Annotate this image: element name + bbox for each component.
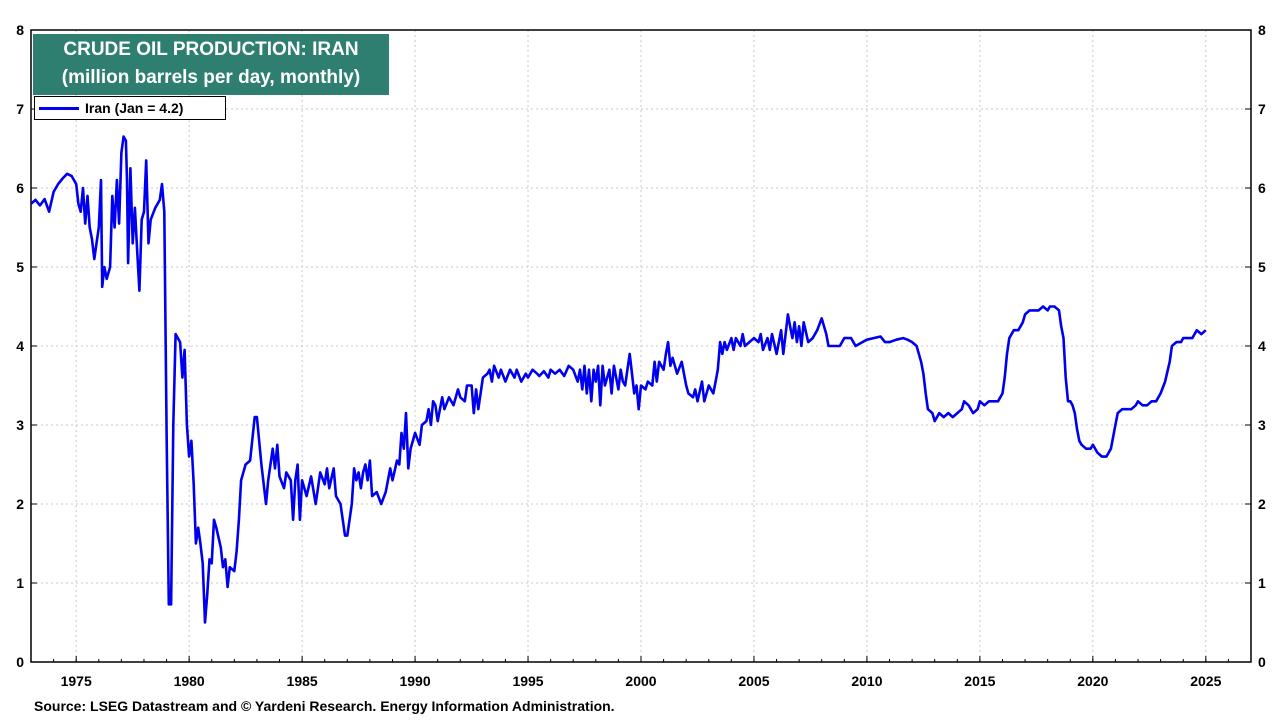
chart-title: CRUDE OIL PRODUCTION: IRAN xyxy=(63,39,359,60)
tick-labels: 0 0 1 1 2 2 3 3 4 4 5 5 6 6 7 7 8 8 1975 1980 1985 1990 1995 20… xyxy=(16,22,1266,689)
x-tick-label: 1995 xyxy=(512,673,543,689)
y-tick-label-right: 7 xyxy=(1258,101,1266,117)
y-tick-label-right: 0 xyxy=(1258,654,1266,670)
y-tick-label-left: 0 xyxy=(16,654,24,670)
y-tick-label-right: 8 xyxy=(1258,22,1266,38)
y-tick-label-right: 5 xyxy=(1258,259,1266,275)
x-tick-label: 1990 xyxy=(399,673,430,689)
chart-subtitle: (million barrels per day, monthly) xyxy=(61,67,361,88)
y-tick-label-right: 4 xyxy=(1258,338,1266,354)
y-tick-label-left: 1 xyxy=(16,575,24,591)
chart-title-box: CRUDE OIL PRODUCTION: IRAN (million barr… xyxy=(33,34,389,95)
legend-label-iran: Iran (Jan = 4.2) xyxy=(85,100,184,116)
legend-swatch-iran xyxy=(39,106,79,110)
y-tick-label-right: 3 xyxy=(1258,417,1266,433)
axis-ticks xyxy=(30,29,1252,663)
y-tick-label-left: 3 xyxy=(16,417,24,433)
y-tick-label-left: 5 xyxy=(16,259,24,275)
source-note: Source: LSEG Datastream and © Yardeni Re… xyxy=(34,698,615,714)
x-tick-label: 2025 xyxy=(1190,673,1221,689)
x-tick-label: 2010 xyxy=(851,673,882,689)
x-tick-label: 1980 xyxy=(174,673,205,689)
y-tick-label-right: 2 xyxy=(1258,496,1266,512)
x-tick-label: 1975 xyxy=(61,673,92,689)
x-tick-label: 2015 xyxy=(964,673,995,689)
y-tick-label-left: 7 xyxy=(16,101,24,117)
y-tick-label-left: 6 xyxy=(16,180,24,196)
y-tick-label-right: 1 xyxy=(1258,575,1266,591)
x-tick-label: 1985 xyxy=(287,673,318,689)
x-tick-label: 2020 xyxy=(1077,673,1108,689)
gridlines xyxy=(31,30,1251,662)
x-tick-label: 2000 xyxy=(625,673,656,689)
series-line-iran xyxy=(30,135,1207,624)
y-tick-label-left: 2 xyxy=(16,496,24,512)
y-tick-label-right: 6 xyxy=(1258,180,1266,196)
y-tick-label-left: 8 xyxy=(16,22,24,38)
legend: Iran (Jan = 4.2) xyxy=(34,96,226,120)
x-tick-label: 2005 xyxy=(738,673,769,689)
y-tick-label-left: 4 xyxy=(16,338,24,354)
